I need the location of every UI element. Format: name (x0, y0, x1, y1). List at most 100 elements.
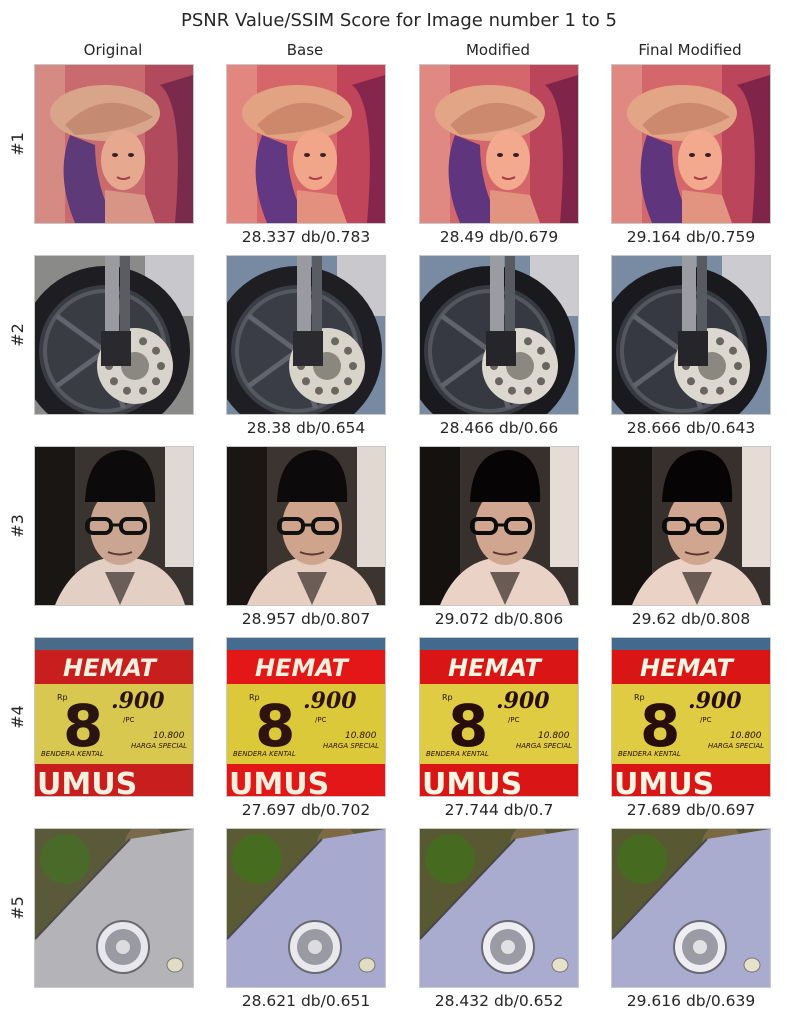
motorcycle-wheel-icon (227, 256, 385, 414)
phone-camera-icon (612, 829, 770, 987)
woman-with-hat-icon (35, 65, 193, 223)
svg-text:HARGA SPECIAL: HARGA SPECIAL (516, 742, 572, 750)
score-label: 27.689 db/0.697 (626, 801, 756, 819)
score-label: 28.49 db/0.679 (439, 228, 559, 246)
image-cell: HEMAT Rp 8 .900/PC 10.800 HARGA SPECIAL BENDER… (419, 637, 579, 797)
phone-camera-icon (227, 829, 385, 987)
image-cell (34, 828, 194, 988)
image-cell (34, 255, 194, 415)
image-cell (34, 446, 194, 606)
svg-text:BENDERA KENTAL: BENDERA KENTAL (426, 750, 489, 758)
motorcycle-wheel-icon (35, 256, 193, 414)
motorcycle-wheel-icon (35, 256, 193, 414)
motorcycle-wheel-icon (612, 256, 770, 414)
column-header: Original (83, 41, 143, 59)
column-header: Modified (465, 41, 530, 59)
svg-text:BENDERA KENTAL: BENDERA KENTAL (618, 750, 681, 758)
image-cell (419, 446, 579, 606)
score-label: 28.957 db/0.807 (241, 610, 371, 628)
image-cell: HEMAT Rp 8 .900/PC 10.800 HARGA SPECIAL BENDER… (611, 637, 771, 797)
svg-text:10.800: 10.800 (538, 731, 570, 741)
man-portrait-icon (227, 447, 385, 605)
phone-camera-icon (420, 829, 578, 987)
svg-text:HEMAT: HEMAT (448, 654, 543, 682)
svg-text:8: 8 (640, 692, 680, 760)
score-label: 29.072 db/0.806 (434, 610, 564, 628)
motorcycle-wheel-icon (612, 256, 770, 414)
svg-text:Rp: Rp (249, 693, 260, 702)
phone-camera-icon (612, 829, 770, 987)
woman-with-hat-icon (612, 65, 770, 223)
chart-title: PSNR Value/SSIM Score for Image number 1… (181, 10, 617, 31)
svg-text:.900: .900 (496, 688, 550, 714)
svg-text:8: 8 (63, 692, 103, 760)
svg-text:Rp: Rp (634, 693, 645, 702)
row-label: #2 (8, 323, 27, 347)
score-label: 28.432 db/0.652 (434, 992, 564, 1010)
phone-camera-icon (35, 829, 193, 987)
svg-text:8: 8 (448, 692, 488, 760)
svg-text:10.800: 10.800 (730, 731, 762, 741)
svg-text:BENDERA KENTAL: BENDERA KENTAL (233, 750, 296, 758)
svg-text:/PC: /PC (508, 716, 520, 724)
row-label: #5 (8, 896, 27, 920)
man-portrait-icon (35, 447, 193, 605)
score-label: 28.337 db/0.783 (241, 228, 371, 246)
image-cell (419, 828, 579, 988)
woman-with-hat-icon (35, 65, 193, 223)
score-label: 29.616 db/0.639 (626, 992, 756, 1010)
phone-camera-icon (420, 829, 578, 987)
svg-text:/PC: /PC (123, 716, 135, 724)
svg-text:.900: .900 (111, 688, 165, 714)
woman-with-hat-icon (612, 65, 770, 223)
image-cell (611, 828, 771, 988)
image-cell (226, 828, 386, 988)
motorcycle-wheel-icon (420, 256, 578, 414)
svg-text:Rp: Rp (442, 693, 453, 702)
score-label: 28.466 db/0.66 (439, 419, 559, 437)
image-cell (419, 64, 579, 224)
man-portrait-icon (420, 447, 578, 605)
motorcycle-wheel-icon (227, 256, 385, 414)
man-portrait-icon (227, 447, 385, 605)
svg-text:8: 8 (255, 692, 295, 760)
svg-text:HARGA SPECIAL: HARGA SPECIAL (708, 742, 764, 750)
row-label: #3 (8, 514, 27, 538)
svg-text:/PC: /PC (315, 716, 327, 724)
image-cell (611, 255, 771, 415)
man-portrait-icon (612, 447, 770, 605)
score-label: 28.38 db/0.654 (246, 419, 366, 437)
image-cell (226, 446, 386, 606)
image-cell (34, 64, 194, 224)
svg-text:UMUS: UMUS (614, 767, 714, 796)
svg-text:HEMAT: HEMAT (63, 654, 158, 682)
svg-text:UMUS: UMUS (37, 767, 137, 796)
svg-text:Rp: Rp (57, 693, 68, 702)
motorcycle-wheel-icon (420, 256, 578, 414)
woman-with-hat-icon (227, 65, 385, 223)
column-header: Final Modified (638, 41, 742, 59)
score-label: 27.744 db/0.7 (444, 801, 554, 819)
score-label: 27.697 db/0.702 (241, 801, 371, 819)
woman-with-hat-icon (420, 65, 578, 223)
image-cell (226, 255, 386, 415)
image-cell (611, 446, 771, 606)
svg-text:UMUS: UMUS (229, 767, 329, 796)
svg-text:HEMAT: HEMAT (640, 654, 735, 682)
svg-text:.900: .900 (688, 688, 742, 714)
score-label: 29.62 db/0.808 (631, 610, 751, 628)
svg-text:.900: .900 (303, 688, 357, 714)
svg-text:BENDERA KENTAL: BENDERA KENTAL (41, 750, 104, 758)
svg-text:UMUS: UMUS (422, 767, 522, 796)
image-cell (419, 255, 579, 415)
woman-with-hat-icon (420, 65, 578, 223)
svg-text:HARGA SPECIAL: HARGA SPECIAL (323, 742, 379, 750)
